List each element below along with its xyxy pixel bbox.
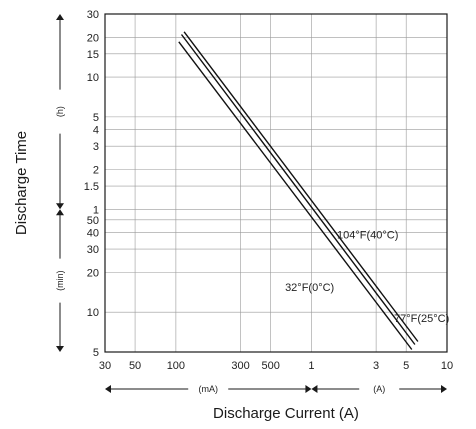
x-tick-label: 10 — [441, 360, 453, 372]
unit-arrow — [105, 385, 111, 393]
series-line — [180, 34, 416, 345]
unit-arrow — [56, 203, 64, 210]
x-tick-labels: 30 50 100 300 500 1 3 5 10 — [99, 360, 453, 372]
y-tick-label: 20 — [87, 267, 99, 279]
y-tick-label: 3 — [93, 141, 99, 153]
x-tick-label: 50 — [129, 360, 141, 372]
unit-label: (A) — [373, 384, 385, 394]
x-tick-label: 500 — [261, 360, 279, 372]
unit-brackets: (h) (min) (mA) (A) — [55, 14, 447, 394]
series-label: 32°F(0°C) — [285, 282, 334, 294]
grid-lines — [104, 13, 448, 353]
x-tick-label: 5 — [403, 360, 409, 372]
y-tick-label: 20 — [87, 32, 99, 44]
plot-frame — [104, 13, 448, 353]
y-tick-label: 4 — [93, 125, 99, 137]
unit-arrow — [56, 14, 64, 20]
y-tick-label: 10 — [87, 72, 99, 84]
y-tick-label: 10 — [87, 307, 99, 319]
series-label: 77°F(25°C) — [394, 313, 449, 325]
unit-label: (mA) — [198, 384, 218, 394]
y-tick-label: 2 — [93, 164, 99, 176]
y-tick-label: 1 — [93, 204, 99, 216]
series-labels: 104°F(40°C) 77°F(25°C) 32°F(0°C) — [285, 230, 449, 326]
y-tick-label: 5 — [93, 112, 99, 124]
unit-arrow — [56, 346, 64, 352]
x-tick-label: 3 — [373, 360, 379, 372]
unit-arrow — [305, 385, 312, 393]
series-lines — [178, 31, 419, 350]
unit-arrow — [56, 209, 64, 216]
x-tick-label: 300 — [231, 360, 249, 372]
y-tick-label: 40 — [87, 228, 99, 240]
series-label: 104°F(40°C) — [337, 230, 398, 242]
x-tick-label: 1 — [308, 360, 314, 372]
y-tick-label: 30 — [87, 244, 99, 256]
y-axis-title: Discharge Time — [13, 131, 30, 235]
series-line — [183, 31, 419, 342]
x-axis-title: Discharge Current (A) — [213, 405, 359, 422]
y-tick-label: 15 — [87, 49, 99, 61]
x-tick-label: 30 — [99, 360, 111, 372]
y-tick-label: 50 — [87, 215, 99, 227]
y-tick-label: 30 — [87, 9, 99, 21]
unit-arrow — [441, 385, 447, 393]
y-tick-label: 1.5 — [84, 181, 99, 193]
series-line — [178, 41, 413, 350]
x-tick-label: 100 — [167, 360, 185, 372]
unit-label: (min) — [55, 270, 65, 291]
unit-label: (h) — [55, 106, 65, 117]
unit-arrow — [311, 385, 318, 393]
y-tick-label: 5 — [93, 347, 99, 359]
